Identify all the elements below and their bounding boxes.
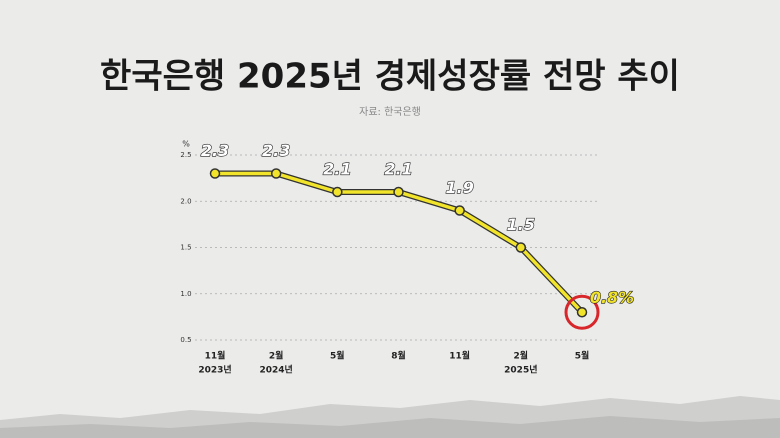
y-unit: % — [182, 140, 190, 149]
point — [332, 186, 343, 198]
x-tick-sublabel: 2023년 — [198, 364, 231, 376]
y-tick-label: 1.5 — [180, 244, 191, 252]
value-label: 2.3 — [201, 141, 229, 160]
value-label: 1.5 — [507, 215, 535, 234]
value-label: 2.3 — [262, 141, 290, 160]
y-tick-label: 2.0 — [180, 197, 191, 205]
y-tick-label: 2.5 — [180, 151, 191, 159]
value-label: 1.9 — [445, 178, 473, 197]
x-tick-label: 11월 — [205, 350, 226, 362]
highlight-ring — [564, 294, 600, 330]
point — [576, 307, 588, 318]
chart-title: 한국은행 2025년 경제성장률 전망 추이 — [100, 57, 680, 97]
x-tick-label: 8월 — [391, 350, 406, 362]
point — [454, 205, 465, 216]
value-label: 2.1 — [384, 160, 412, 179]
y-tick-label: 0.5 — [180, 336, 191, 344]
value-label: 2.1 — [323, 160, 351, 179]
torn-paper-shadow — [0, 416, 780, 438]
source: 자료: 한국은행 — [359, 106, 421, 118]
x-tick-label: 2월 — [269, 350, 284, 362]
point — [270, 168, 282, 179]
x-tick-sublabel: 2025년 — [504, 364, 537, 376]
x-tick-label: 11월 — [449, 350, 470, 362]
x-tick-label: 2월 — [514, 350, 529, 362]
x-tick-label: 5월 — [575, 350, 590, 362]
point — [209, 168, 221, 179]
x-tick-label: 5월 — [330, 350, 345, 362]
plot: 0.5 1.0 1.5 2.0 2.5 11월 2023년 2월 2024년 5월 8월 11월 2월 2… — [180, 140, 634, 376]
y-tick-label: 1.0 — [180, 290, 191, 298]
x-tick-sublabel: 2024년 — [259, 364, 292, 376]
point — [393, 186, 404, 198]
value-label: 0.8% — [590, 288, 634, 307]
point — [515, 242, 527, 253]
